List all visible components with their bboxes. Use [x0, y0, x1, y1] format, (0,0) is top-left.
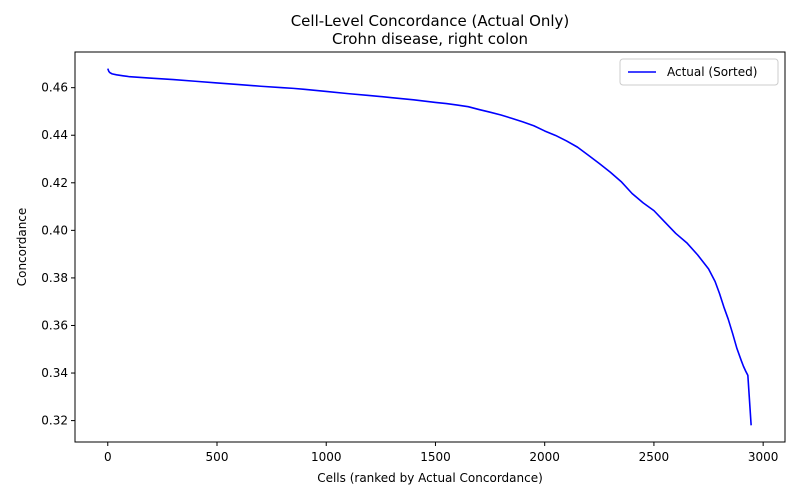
y-tick-label: 0.32 [41, 414, 68, 428]
y-axis-ticks: 0.32 0.34 0.36 0.38 0.40 0.42 0.44 0.46 [41, 81, 75, 428]
y-axis-label: Concordance [15, 208, 29, 287]
x-axis-label: Cells (ranked by Actual Concordance) [317, 471, 543, 485]
legend-box [619, 58, 779, 86]
chart-subtitle: Crohn disease, right colon [332, 30, 528, 48]
y-tick-label: 0.38 [41, 271, 68, 285]
legend: Actual (Sorted) [619, 58, 779, 86]
chart-title: Cell-Level Concordance (Actual Only) [291, 12, 570, 30]
y-tick-label: 0.40 [41, 223, 68, 237]
series-layer [107, 68, 752, 426]
plot-frame [74, 51, 786, 443]
x-tick-label: 1500 [420, 450, 451, 464]
series-line-actual [107, 68, 752, 426]
y-tick-label: 0.44 [41, 128, 68, 142]
x-tick-label: 2000 [529, 450, 560, 464]
x-tick-label: 1000 [311, 450, 342, 464]
y-tick-label: 0.34 [41, 366, 68, 380]
y-tick-label: 0.42 [41, 176, 68, 190]
x-tick-label: 2500 [639, 450, 670, 464]
y-tick-label: 0.46 [41, 81, 68, 95]
x-tick-label: 500 [206, 450, 229, 464]
y-tick-label: 0.36 [41, 318, 68, 332]
x-axis-ticks: 0 500 1000 1500 2000 2500 3000 [104, 442, 778, 464]
x-tick-label: 0 [104, 450, 112, 464]
plot-area: 0 500 1000 1500 2000 2500 3000 0.320.340.360.3… [41, 51, 786, 464]
legend-label-actual: Actual (Sorted) [667, 65, 757, 79]
x-tick-label: 3000 [748, 450, 779, 464]
